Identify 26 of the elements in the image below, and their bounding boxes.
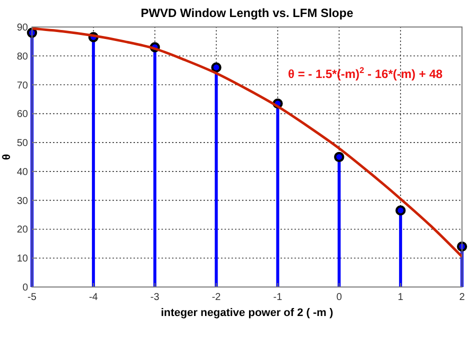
y-tick-label: 10 <box>16 254 28 265</box>
point <box>334 152 344 162</box>
x-tick-label: 1 <box>398 292 404 303</box>
x-tick-label: -4 <box>88 292 98 303</box>
y-axis-title: θ <box>1 154 13 160</box>
x-axis-title: integer negative power of 2 ( -m ) <box>160 307 334 319</box>
x-tick-label: -5 <box>28 292 37 303</box>
y-tick-label: 0 <box>22 282 28 294</box>
annotation: θ = - 1.5*(-m)$^{2}$ - 16*(-m) + 48 <box>288 65 443 81</box>
point <box>456 241 468 252</box>
y-tick-label: 90 <box>16 22 28 34</box>
y-tick-label: 50 <box>16 138 28 150</box>
y-tick-label: 40 <box>16 166 28 178</box>
point <box>395 205 406 216</box>
chart-title: PWVD Window Length vs. LFM Slope <box>140 6 354 20</box>
y-tick-label: 30 <box>16 196 28 207</box>
y-tick-label: 70 <box>16 80 28 92</box>
x-tick-label: -3 <box>150 292 160 303</box>
x-tick-label: 0 <box>336 292 342 303</box>
x-tick-label: -2 <box>212 292 222 303</box>
y-tick-label: 60 <box>16 109 28 120</box>
y-tick-label: 80 <box>16 51 28 62</box>
y-tick-label: 20 <box>16 224 28 236</box>
x-tick-label: -1 <box>273 292 283 303</box>
x-tick-label: 2 <box>459 292 466 303</box>
point <box>211 62 222 73</box>
